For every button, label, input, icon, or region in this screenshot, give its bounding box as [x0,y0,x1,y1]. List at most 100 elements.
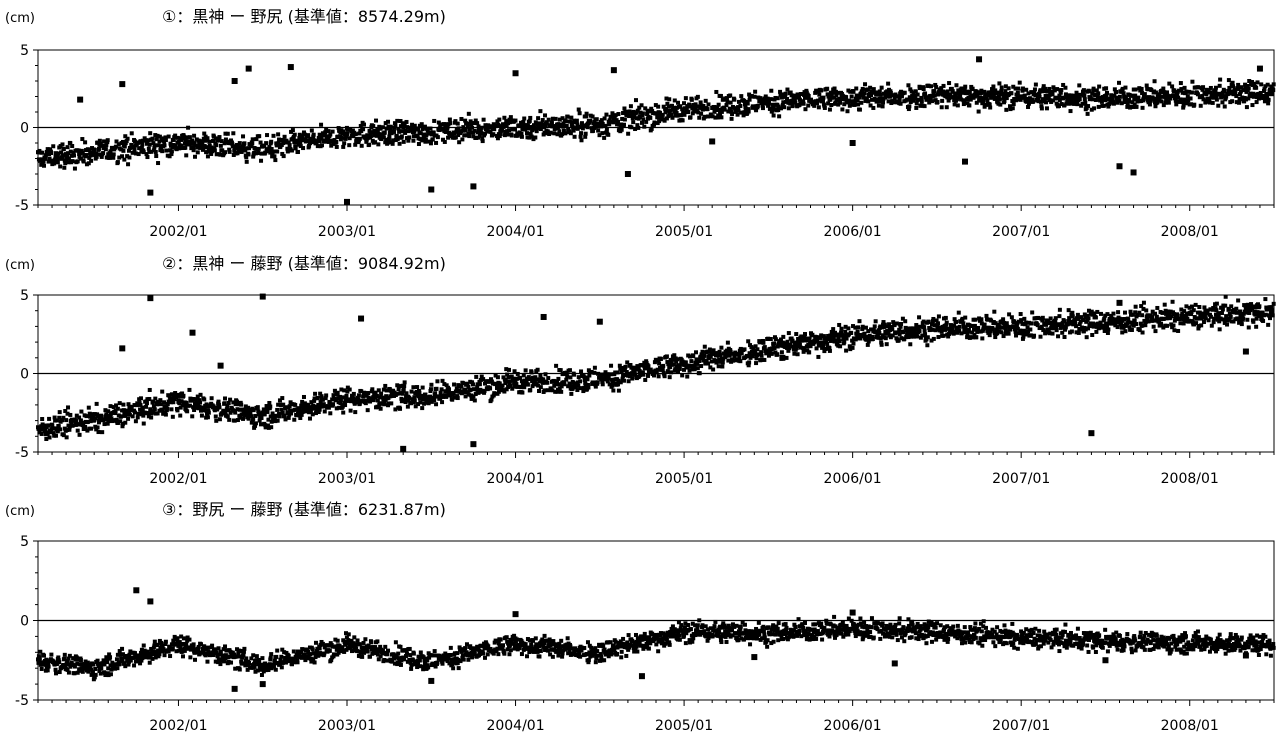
data-point [945,326,950,331]
data-point [338,401,343,406]
data-point [401,125,406,130]
data-point [972,94,977,99]
data-point [821,95,826,100]
data-point [265,423,270,428]
data-point [1015,326,1020,331]
data-point [667,97,672,102]
data-point [688,354,693,359]
data-point [821,99,826,104]
data-point [204,150,209,155]
data-point [1003,89,1008,94]
data-point [993,335,998,340]
data-point [903,319,908,324]
data-point [185,409,190,414]
data-point [929,84,934,89]
data-point [917,329,922,334]
data-point [705,349,710,354]
data-point [619,369,624,374]
data-point [771,104,776,109]
data-point [416,402,421,407]
data-point [1257,304,1262,309]
data-point [373,390,378,395]
data-point [565,114,570,119]
data-point [508,115,513,120]
data-point [324,127,329,132]
data-point [883,336,888,341]
data-point [796,336,801,341]
data-point [801,349,806,354]
data-point [435,135,440,140]
data-point [136,411,141,416]
data-point [1017,80,1022,85]
data-point [383,383,388,388]
data-point [879,85,884,90]
data-point [798,101,803,106]
data-point [1077,83,1082,88]
data-point [641,117,646,122]
data-point [376,388,381,393]
data-point [833,330,838,335]
data-point [167,394,172,399]
data-point [936,335,941,340]
data-point [240,146,245,151]
data-point [635,123,640,128]
data-point [1129,93,1134,98]
data-point [60,156,65,161]
data-point [166,399,171,404]
data-point [913,95,918,100]
data-point [1216,314,1221,319]
data-point [527,377,532,382]
data-point [923,91,928,96]
data-point [602,135,607,140]
data-point [627,374,632,379]
data-point [169,392,174,397]
data-point [624,113,629,118]
data-point [790,104,795,109]
data-point [249,144,254,149]
data-point [939,105,944,110]
data-point [600,382,605,387]
data-point [773,337,778,342]
data-point [931,316,936,321]
data-point [180,391,185,396]
data-point [878,99,883,104]
data-point [1088,321,1093,326]
data-point [443,129,448,134]
data-point [430,137,435,142]
data-point [1004,321,1009,326]
data-point [1106,104,1111,109]
data-point [146,146,151,151]
data-point [1255,302,1260,307]
data-point [540,380,545,385]
data-point [788,101,793,106]
data-point [403,130,408,135]
data-point [939,86,944,91]
data-point [347,143,352,148]
data-point [753,344,758,349]
data-point [206,149,211,154]
data-point [906,326,911,331]
data-point [455,121,460,126]
data-point [656,358,661,363]
data-point [1153,104,1158,109]
data-point [755,103,760,108]
data-point [913,89,918,94]
data-point [1126,317,1131,322]
data-point [826,101,831,106]
data-point [626,131,631,136]
data-point [1067,93,1072,98]
data-point [790,100,795,105]
data-point [698,354,703,359]
data-point [1178,321,1183,326]
data-point [1076,316,1081,321]
data-point [792,351,797,356]
data-point [967,103,972,108]
data-point [1080,325,1085,330]
data-point [308,408,313,413]
data-point [1165,93,1170,98]
data-point [265,409,270,414]
data-point [652,360,657,365]
data-point [622,106,627,111]
y-tick-label: 5 [20,288,29,304]
data-point [772,335,777,340]
